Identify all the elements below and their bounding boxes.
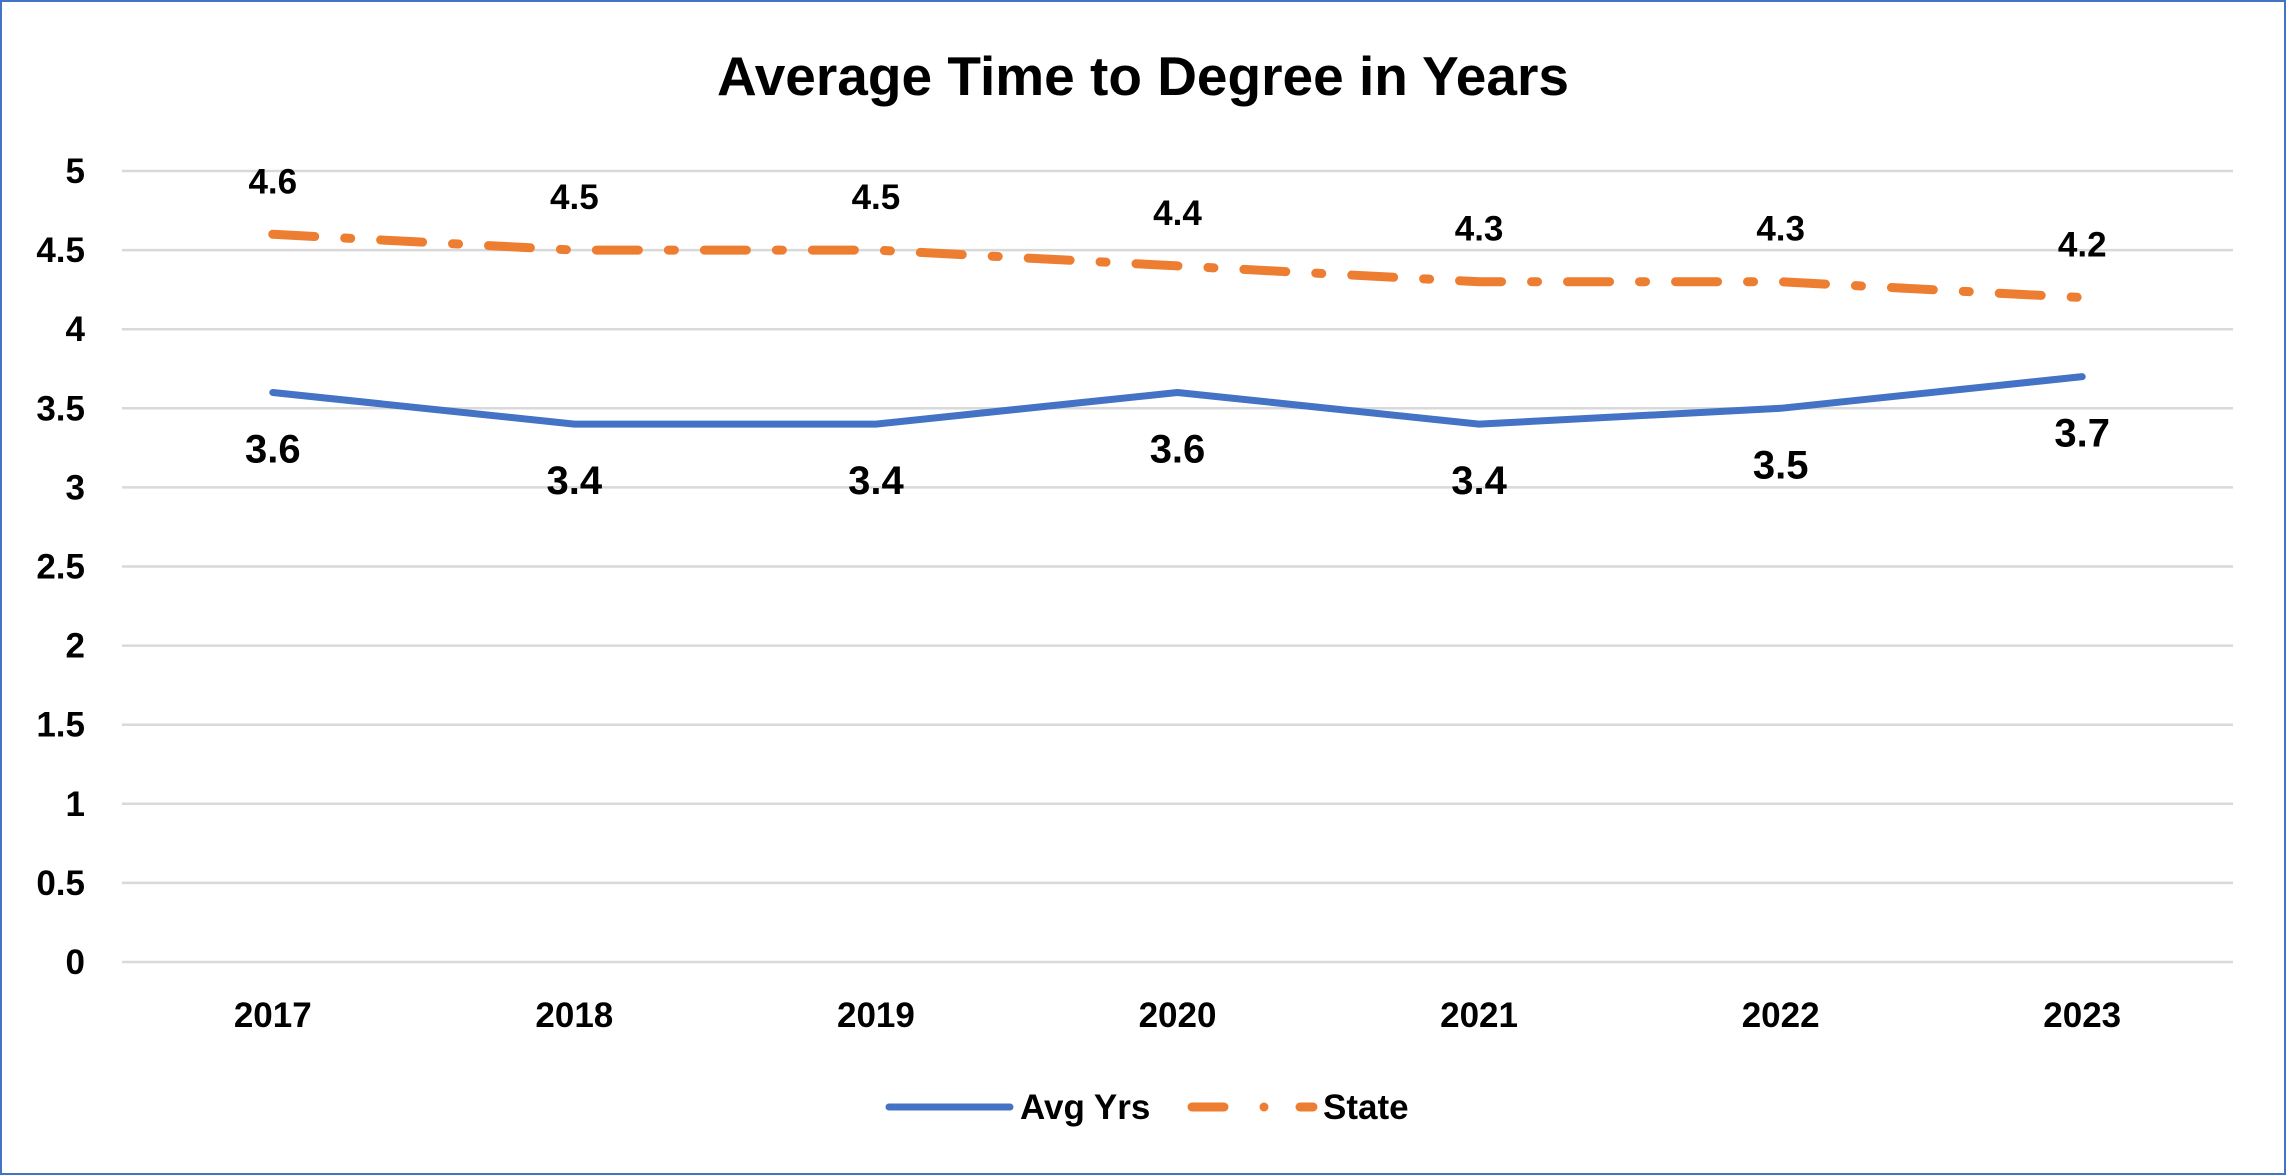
x-tick-label: 2021 (1440, 996, 1518, 1035)
y-tick-label: 5 (66, 152, 85, 191)
series-line-1 (269, 373, 2086, 428)
plot-series (268, 229, 2087, 428)
y-tick-label: 1 (66, 785, 85, 824)
data-label: 4.3 (1455, 210, 1504, 249)
data-label: 4.5 (550, 178, 599, 217)
data-label: 4.5 (852, 178, 901, 217)
data-label: 3.7 (2054, 412, 2110, 456)
x-tick-label: 2017 (234, 996, 312, 1035)
x-tick-label: 2023 (2043, 996, 2121, 1035)
y-tick-label: 1.5 (36, 706, 85, 745)
data-labels: 3.6 3.4 3.4 3.6 3.4 3.5 3.7 4.6 4.5 4.5 4.4 4.3 4.3 4… (245, 162, 2110, 503)
data-label: 4.2 (2058, 226, 2107, 265)
y-tick-label: 2.5 (36, 548, 85, 587)
data-label: 3.6 (245, 427, 301, 471)
y-tick-label: 3.5 (36, 389, 85, 428)
y-tick-label: 0 (66, 943, 85, 982)
y-tick-label: 4.5 (36, 231, 85, 270)
data-label: 4.4 (1153, 194, 1202, 233)
data-label: 3.4 (848, 459, 904, 503)
legend-swatch-state-dot (1259, 1102, 1269, 1112)
gridlines (122, 169, 2233, 964)
data-label: 4.6 (248, 162, 297, 201)
data-label: 3.6 (1150, 427, 1206, 471)
legend-label: State (1323, 1088, 1409, 1127)
data-label: 3.4 (1451, 459, 1507, 503)
y-tick-label: 2 (66, 627, 85, 666)
y-axis: 0 0.5 1 1.5 2 2.5 3 3.5 4 4.5 5 (36, 152, 85, 982)
series-line-2 (268, 229, 2087, 303)
x-tick-label: 2020 (1139, 996, 1217, 1035)
chart-title: Average Time to Degree in Years (717, 45, 1569, 107)
data-label: 3.4 (547, 459, 603, 503)
y-tick-label: 3 (66, 468, 85, 507)
x-axis: 2017 2018 2019 2020 2021 2022 2023 (234, 996, 2121, 1035)
legend-label: Avg Yrs (1020, 1088, 1150, 1127)
x-tick-label: 2022 (1742, 996, 1820, 1035)
legend: Avg Yrs State (885, 1088, 1409, 1127)
y-tick-label: 0.5 (36, 864, 85, 903)
x-tick-label: 2019 (837, 996, 915, 1035)
data-label: 3.5 (1753, 443, 1809, 487)
y-tick-label: 4 (66, 310, 86, 349)
x-tick-label: 2018 (535, 996, 613, 1035)
data-label: 4.3 (1756, 210, 1805, 249)
